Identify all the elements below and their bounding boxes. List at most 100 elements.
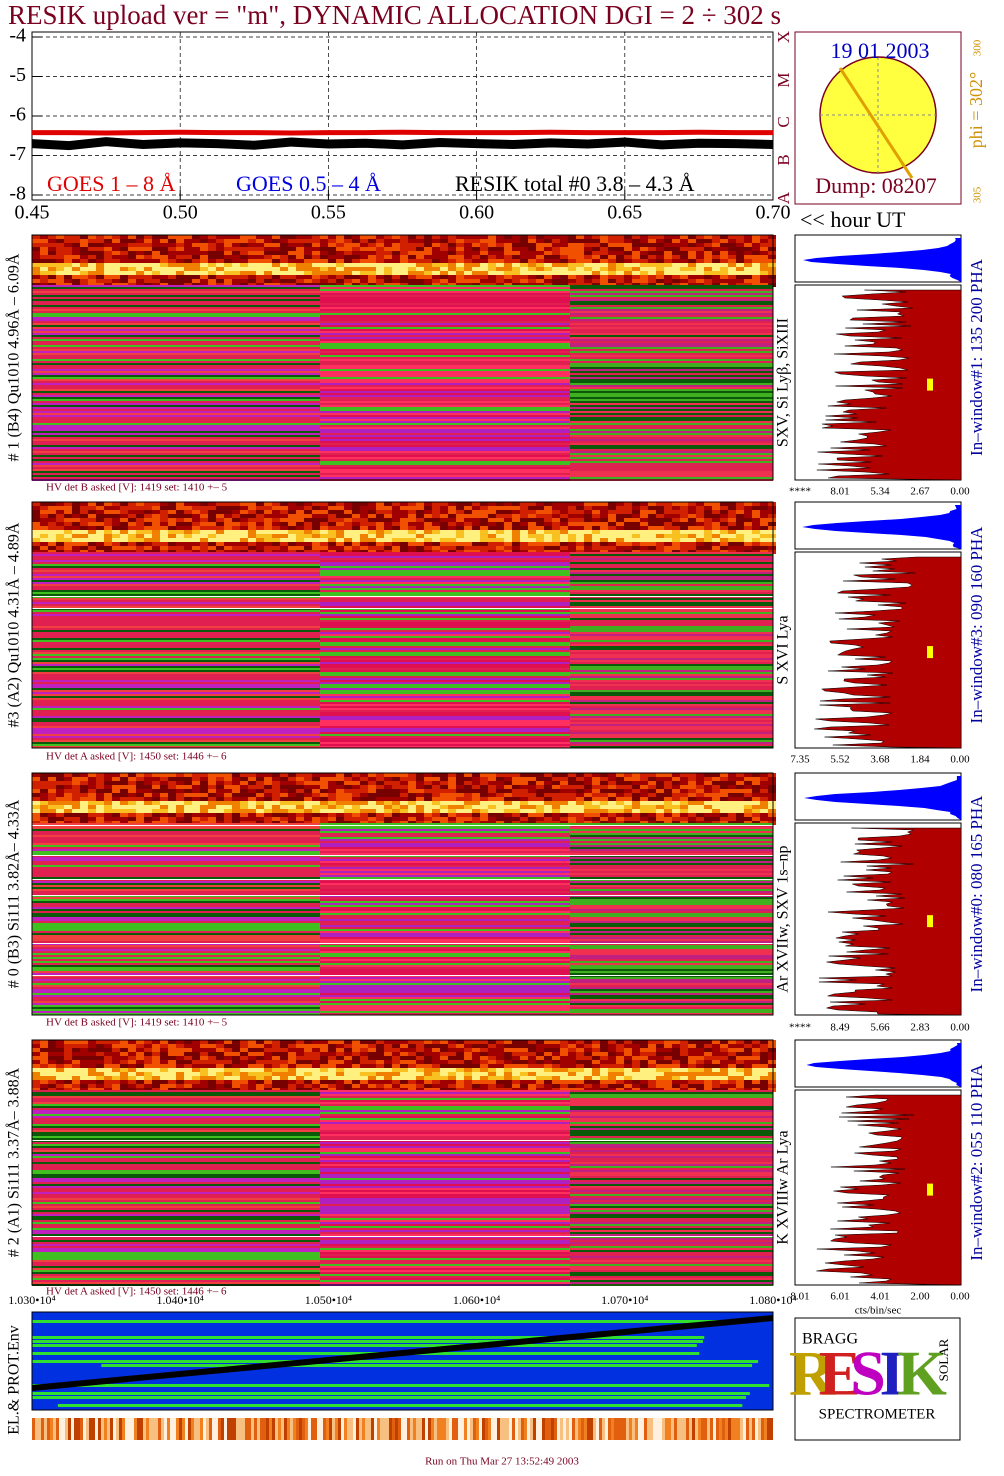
heat-cell	[680, 239, 688, 243]
heat-cell	[648, 793, 656, 797]
heat-cell	[360, 235, 368, 239]
spectrum-row	[320, 381, 570, 383]
heat-cell	[560, 255, 568, 259]
heat-cell	[688, 275, 696, 279]
heat-cell	[376, 267, 384, 271]
spectrum-row	[32, 566, 320, 568]
spectrum-row	[320, 917, 570, 919]
heat-cell	[712, 777, 720, 781]
heat-cell	[576, 235, 584, 239]
heat-cell	[664, 781, 672, 785]
heat-cell	[96, 526, 104, 530]
heat-cell	[272, 518, 280, 522]
spectrum-row	[320, 401, 570, 403]
heat-cell	[512, 538, 520, 542]
heat-cell	[760, 797, 768, 801]
heat-cell	[248, 267, 256, 271]
heat-cell	[744, 1044, 752, 1048]
heat-cell	[464, 275, 472, 279]
heat-cell	[120, 1044, 128, 1048]
heat-cell	[72, 809, 80, 813]
heat-cell	[768, 275, 776, 279]
heat-cell	[136, 506, 144, 510]
spectrum-row	[570, 981, 773, 983]
spectrum-row	[32, 469, 320, 471]
heat-cell	[432, 805, 440, 809]
heat-cell	[328, 263, 336, 267]
heat-cell	[688, 1040, 696, 1044]
spectrum-row	[570, 927, 773, 929]
heat-cell	[208, 785, 216, 789]
heat-cell	[88, 514, 96, 518]
heat-cell	[32, 514, 40, 518]
heat-cell	[736, 817, 744, 821]
spectrum-row	[32, 837, 320, 839]
heat-cell	[536, 518, 544, 522]
spectrum-row	[320, 652, 570, 654]
heat-cell	[720, 546, 728, 550]
heat-cell	[344, 279, 352, 283]
heat-cell	[648, 522, 656, 526]
heat-cell	[184, 263, 192, 267]
heat-cell	[248, 797, 256, 801]
heat-cell	[424, 801, 432, 805]
heat-cell	[400, 510, 408, 514]
heat-cell	[688, 518, 696, 522]
heat-cell	[320, 251, 328, 255]
heat-cell	[64, 546, 72, 550]
heat-cell	[72, 526, 80, 530]
heat-cell	[488, 243, 496, 247]
heat-cell	[216, 530, 224, 534]
heat-cell	[56, 781, 64, 785]
heat-cell	[744, 1048, 752, 1052]
heat-cell	[352, 797, 360, 801]
heat-cell	[760, 534, 768, 538]
spectrum-row	[320, 321, 570, 323]
heat-cell	[384, 801, 392, 805]
heat-cell	[144, 255, 152, 259]
heat-cell	[464, 526, 472, 530]
heat-cell	[432, 235, 440, 239]
heat-cell	[456, 275, 464, 279]
heat-cell	[304, 514, 312, 518]
heat-cell	[248, 510, 256, 514]
heat-cell	[736, 247, 744, 251]
heat-cell	[352, 251, 360, 255]
heat-cell	[272, 526, 280, 530]
spectrum-row	[570, 853, 773, 855]
spectrum-row	[32, 417, 320, 419]
heat-cell	[88, 263, 96, 267]
heat-cell	[688, 809, 696, 813]
spectrum-row	[32, 307, 320, 309]
heat-cell	[248, 777, 256, 781]
heat-cell	[608, 542, 616, 546]
heat-cell	[616, 279, 624, 283]
heat-cell	[120, 813, 128, 817]
heat-cell	[224, 777, 232, 781]
heat-cell	[568, 263, 576, 267]
heat-cell	[672, 259, 680, 263]
heat-cell	[640, 817, 648, 821]
heat-cell	[416, 1044, 424, 1048]
heat-cell	[96, 1056, 104, 1060]
heat-cell	[632, 279, 640, 283]
spectrum-row	[320, 983, 570, 985]
heat-cell	[72, 793, 80, 797]
heat-cell	[296, 239, 304, 243]
heat-cell	[192, 777, 200, 781]
heat-cell	[768, 773, 776, 777]
heat-cell	[448, 275, 456, 279]
heat-cell	[608, 506, 616, 510]
spectrum-row	[570, 823, 773, 825]
heat-cell	[672, 267, 680, 271]
heat-cell	[192, 809, 200, 813]
heat-cell	[48, 518, 56, 522]
heat-cell	[384, 538, 392, 542]
heat-cell	[528, 1040, 536, 1044]
heat-cell	[72, 263, 80, 267]
heat-cell	[488, 263, 496, 267]
heat-cell	[416, 1040, 424, 1044]
heat-cell	[216, 793, 224, 797]
heat-cell	[56, 271, 64, 275]
spectrum-row	[32, 630, 320, 632]
